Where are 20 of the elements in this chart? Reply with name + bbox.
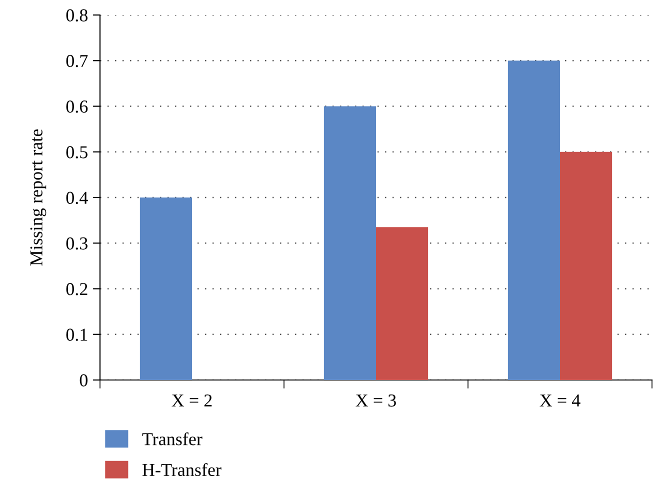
y-tick-label: 0.3 [66,237,88,250]
y-tick-label: 0.4 [66,192,88,204]
x-tick-label: X = 3 [356,394,396,407]
y-tick-label: 0.6 [66,100,88,113]
bar [324,106,376,380]
bar [140,198,192,380]
y-tick-label: 0 [80,374,88,386]
y-tick-label: 0.5 [66,146,88,158]
bar [560,152,612,380]
y-tick-label: 0.2 [66,283,88,296]
y-tick-label: 0.8 [66,9,88,22]
legend-label: Transfer [142,432,202,446]
bar [376,227,428,380]
y-axis-title: Missing report rate [30,129,46,266]
x-tick-label: X = 4 [540,394,580,406]
bar [508,60,560,380]
legend-label: H-Transfer [142,463,222,476]
y-tick-label: 0.1 [66,328,88,341]
y-tick-label: 0.7 [66,54,88,68]
x-tick-label: X = 2 [172,394,212,406]
